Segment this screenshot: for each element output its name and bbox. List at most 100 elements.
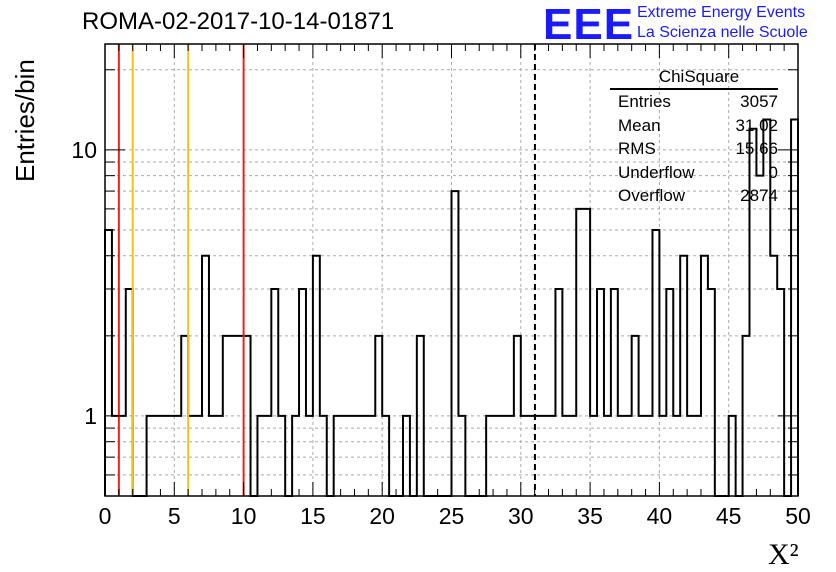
histogram-bin: [687, 416, 694, 496]
histogram-bin: [257, 416, 264, 496]
histogram-bin: [382, 416, 389, 496]
grid-lines: [105, 44, 798, 497]
stats-row-overflow: Overflow 2874: [610, 184, 778, 208]
stats-box: ChiSquare Entries 3057 Mean 31.02 RMS 15.66…: [610, 66, 778, 208]
x-tick-label: 25: [439, 503, 465, 529]
histogram-bin: [452, 191, 459, 496]
histogram-bin: [174, 416, 181, 496]
histogram-bin: [486, 416, 493, 496]
histogram-bin: [209, 416, 216, 496]
histogram-bin: [590, 416, 597, 496]
histogram-bin: [701, 256, 708, 496]
x-tick-label: 40: [647, 503, 673, 529]
histogram-bin: [646, 416, 653, 496]
histogram-bin: [230, 336, 237, 496]
histogram-bin: [181, 336, 188, 496]
tick-labels: 0 5 10 15 20 25 30 35 40 45 50 1 10: [71, 137, 810, 529]
y-axis-label: Entries/bin: [10, 59, 40, 182]
x-tick-label: 45: [716, 503, 742, 529]
axis-ticks: [104, 44, 799, 497]
histogram-bin: [458, 416, 465, 496]
histogram-bin: [666, 289, 673, 496]
histogram-bin: [542, 416, 549, 496]
histogram-bin: [528, 416, 535, 496]
logo-line-1: Extreme Energy Events: [637, 4, 806, 21]
histogram-bin: [368, 416, 375, 496]
histogram-outline: [104, 118, 799, 497]
histogram-bin: [500, 416, 507, 496]
histogram-bin: [729, 416, 736, 496]
stats-label: Underflow: [618, 162, 695, 182]
histogram-bin: [361, 416, 368, 496]
histogram-bin: [202, 256, 209, 496]
histogram-bin: [244, 336, 251, 496]
stats-value: 2874: [740, 186, 778, 205]
stats-value: 3057: [740, 92, 778, 111]
stats-label: Entries: [618, 92, 671, 111]
histogram-bin: [569, 416, 576, 496]
histogram-bin: [341, 416, 348, 496]
chart-title: ROMA-02-2017-10-14-01871: [82, 8, 395, 35]
marker-lines: [117, 44, 536, 496]
histogram-bin: [576, 209, 583, 496]
histogram-bin: [652, 230, 659, 496]
histogram-bin: [521, 416, 528, 496]
x-tick-label: 5: [168, 503, 181, 529]
histogram-bin: [147, 416, 154, 496]
histogram-bin: [195, 416, 202, 496]
histogram-bin: [348, 416, 355, 496]
x-tick-label: 35: [577, 503, 603, 529]
histogram-bin: [756, 176, 763, 496]
histogram-bin: [105, 230, 112, 496]
histogram-bin: [604, 416, 611, 496]
histogram-bin: [694, 416, 701, 496]
y-tick-label: 1: [84, 403, 97, 429]
stats-value: 31.02: [735, 115, 778, 135]
histogram-bin: [673, 416, 680, 496]
histogram-bin: [320, 416, 327, 496]
histogram-bin: [237, 336, 244, 496]
stats-row-entries: Entries 3057: [610, 90, 778, 114]
x-tick-label: 15: [300, 503, 326, 529]
histogram-bin: [507, 416, 514, 496]
histogram-bin: [770, 256, 777, 496]
histogram-bin: [278, 416, 285, 496]
histogram-bin: [611, 289, 618, 496]
histogram-bin: [271, 289, 278, 496]
logo-line-2: La Scienza nelle Scuole: [637, 24, 808, 41]
histogram-bin: [167, 416, 174, 496]
histogram-bin: [618, 416, 625, 496]
stats-row-rms: RMS 15.66: [610, 137, 778, 161]
histogram-bin: [743, 336, 750, 496]
histogram-bin: [639, 416, 646, 496]
stats-value: 0: [768, 162, 778, 182]
stats-label: RMS: [618, 139, 656, 158]
histogram-bin: [354, 416, 361, 496]
histogram-bin: [223, 336, 230, 496]
histogram-bin: [659, 416, 666, 496]
histogram-bars: [104, 118, 799, 497]
histogram-bin: [188, 416, 195, 496]
histogram-bin: [160, 416, 167, 496]
histogram-bin: [126, 289, 133, 496]
stats-row-mean: Mean 31.02: [610, 114, 778, 138]
histogram-bin: [562, 416, 569, 496]
histogram-bin: [680, 256, 687, 496]
histogram-bin: [777, 289, 784, 496]
histogram-bin: [555, 289, 562, 496]
stats-box-title: ChiSquare: [610, 66, 778, 90]
stats-value: 15.66: [735, 139, 778, 158]
histogram-bin: [583, 209, 590, 496]
histogram-bin: [119, 416, 126, 496]
stats-label: Mean: [618, 115, 661, 135]
histogram-bin: [417, 336, 424, 496]
stats-label: Overflow: [618, 186, 686, 205]
x-tick-label: 20: [369, 503, 395, 529]
histogram-bin: [334, 416, 341, 496]
histogram-bin: [403, 416, 410, 496]
x-tick-label: 0: [99, 503, 112, 529]
histogram-bin: [292, 416, 299, 496]
histogram-bin: [216, 416, 223, 496]
histogram-bin: [493, 416, 500, 496]
